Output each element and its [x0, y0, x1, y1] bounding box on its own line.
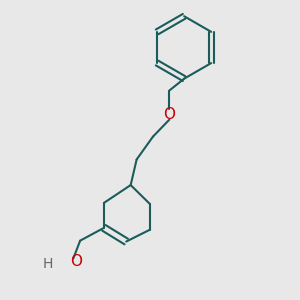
- Text: H: H: [42, 256, 52, 271]
- Text: O: O: [163, 107, 175, 122]
- Text: O: O: [70, 254, 82, 269]
